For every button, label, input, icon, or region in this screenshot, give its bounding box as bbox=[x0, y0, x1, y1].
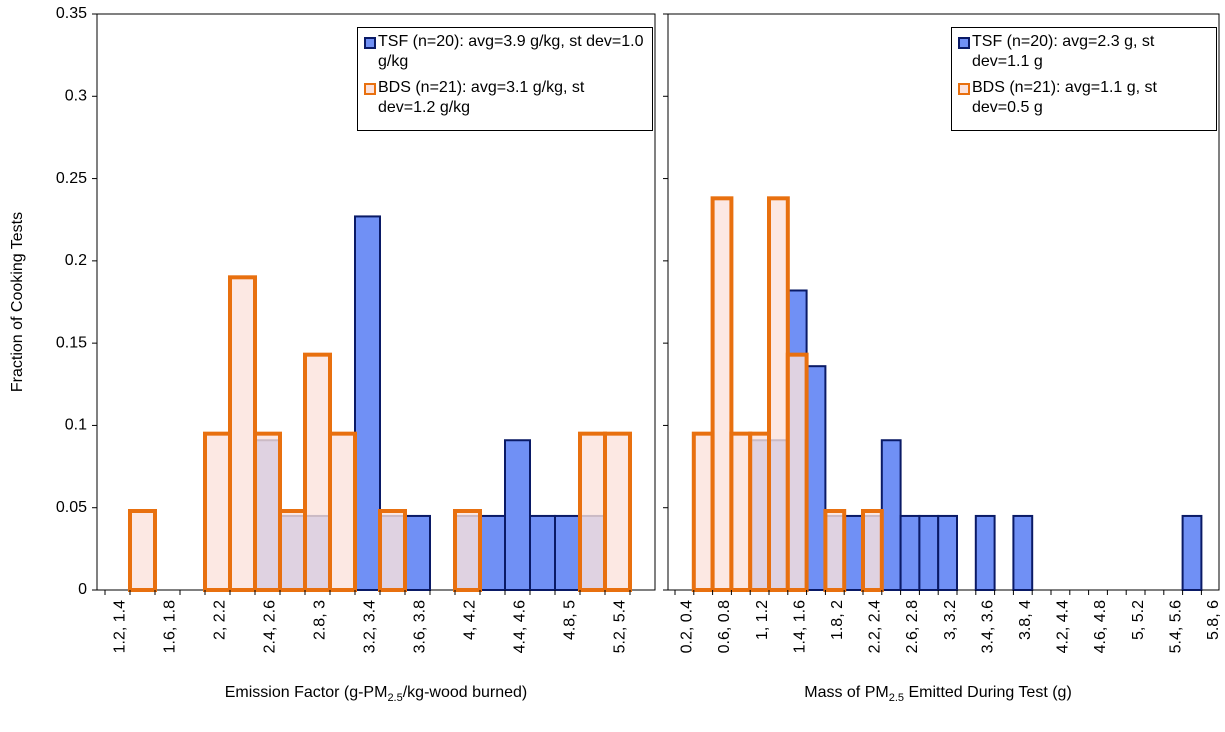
bar bbox=[843, 514, 865, 592]
bar bbox=[278, 509, 307, 592]
x-tick-label: 5.8, 6 bbox=[1205, 600, 1222, 640]
x-axis-title-part: Emitted During Test (g) bbox=[904, 684, 1072, 701]
x-tick-label: 2.6, 2.8 bbox=[904, 600, 921, 653]
legend-swatch bbox=[364, 83, 376, 95]
bar bbox=[228, 275, 257, 592]
x-tick-label: 3.4, 3.6 bbox=[979, 600, 996, 653]
x-tick-label: 0.6, 0.8 bbox=[716, 600, 733, 653]
bar bbox=[378, 509, 407, 592]
x-axis-title: Emission Factor (g-PM2.5/kg-wood burned) bbox=[225, 684, 528, 704]
x-tick-label: 2, 2.2 bbox=[212, 600, 229, 640]
bar bbox=[328, 431, 357, 592]
bar bbox=[691, 431, 715, 592]
y-tick-label: 0.15 bbox=[56, 334, 87, 351]
bar bbox=[554, 514, 581, 592]
legend-entry: BDS (n=21): avg=1.1 g, st dev=0.5 g bbox=[958, 78, 1210, 118]
bar bbox=[578, 431, 607, 592]
x-tick-label: 4.2, 4.4 bbox=[1055, 600, 1072, 653]
y-tick-label: 0.3 bbox=[65, 88, 87, 105]
y-tick-label: 0 bbox=[78, 581, 87, 598]
bar bbox=[529, 514, 556, 592]
bar bbox=[354, 215, 381, 591]
legend-label: TSF (n=20): avg=2.3 g, st dev=1.1 g bbox=[972, 33, 1155, 70]
y-axis-title: Fraction of Cooking Tests bbox=[9, 212, 26, 392]
bar bbox=[504, 439, 531, 591]
x-tick-label: 4.6, 4.8 bbox=[1092, 600, 1109, 653]
bar bbox=[767, 196, 790, 592]
bar bbox=[785, 352, 809, 593]
x-tick-label: 5, 5.2 bbox=[1130, 600, 1147, 640]
bar bbox=[253, 431, 282, 592]
bar bbox=[937, 514, 959, 592]
y-tick-label: 0.25 bbox=[56, 170, 87, 187]
legend-label: BDS (n=21): avg=1.1 g, st dev=0.5 g bbox=[972, 79, 1157, 116]
legend-label: TSF (n=20): avg=3.9 g/kg, st dev=1.0 g/k… bbox=[378, 33, 644, 70]
x-axis-title: Mass of PM2.5 Emitted During Test (g) bbox=[804, 684, 1072, 704]
bar bbox=[880, 439, 902, 591]
legend-entry: TSF (n=20): avg=2.3 g, st dev=1.1 g bbox=[958, 32, 1210, 72]
y-tick-label: 0.2 bbox=[65, 252, 87, 269]
bar bbox=[1012, 514, 1034, 592]
x-tick-label: 1, 1.2 bbox=[754, 600, 771, 640]
x-axis-title-part: 2.5 bbox=[889, 692, 904, 704]
bar bbox=[603, 431, 632, 592]
legend-entry: TSF (n=20): avg=3.9 g/kg, st dev=1.0 g/k… bbox=[364, 32, 646, 72]
x-axis-title-part: Mass of PM bbox=[804, 684, 888, 701]
x-tick-label: 4.8, 5 bbox=[562, 600, 579, 640]
bar bbox=[128, 509, 157, 592]
x-tick-label: 1.6, 1.8 bbox=[162, 600, 179, 653]
x-tick-label: 4.4, 4.6 bbox=[512, 600, 529, 653]
legend: TSF (n=20): avg=3.9 g/kg, st dev=1.0 g/k… bbox=[357, 27, 653, 131]
x-tick-label: 3.6, 3.8 bbox=[412, 600, 429, 653]
bar bbox=[823, 509, 847, 592]
x-tick-label: 0.2, 0.4 bbox=[679, 600, 696, 653]
x-axis-title-part: /kg-wood burned) bbox=[403, 684, 528, 701]
bar bbox=[805, 365, 827, 591]
x-tick-label: 4, 4.2 bbox=[462, 600, 479, 640]
x-tick-label: 3.8, 4 bbox=[1017, 600, 1034, 640]
x-axis-title-part: Emission Factor (g-PM bbox=[225, 684, 388, 701]
x-tick-label: 3.2, 3.4 bbox=[362, 600, 379, 653]
legend-swatch bbox=[364, 37, 376, 49]
bar bbox=[479, 514, 506, 592]
bar bbox=[974, 514, 996, 592]
legend: TSF (n=20): avg=2.3 g, st dev=1.1 g BDS (… bbox=[951, 27, 1217, 131]
bar bbox=[1181, 514, 1203, 592]
legend-swatch bbox=[958, 83, 970, 95]
bar bbox=[203, 431, 232, 592]
x-tick-label: 2.2, 2.4 bbox=[867, 600, 884, 653]
x-tick-label: 3, 3.2 bbox=[942, 600, 959, 640]
x-tick-label: 5.4, 5.6 bbox=[1167, 600, 1184, 653]
bar bbox=[748, 431, 772, 592]
x-tick-label: 2.4, 2.6 bbox=[262, 600, 279, 653]
bar bbox=[918, 514, 940, 592]
bar bbox=[453, 509, 482, 592]
bar bbox=[710, 196, 734, 592]
y-tick-label: 0.35 bbox=[56, 5, 87, 22]
bar bbox=[729, 431, 753, 592]
x-axis-title-part: 2.5 bbox=[387, 692, 402, 704]
legend-swatch bbox=[958, 37, 970, 49]
bar bbox=[861, 509, 884, 592]
x-tick-label: 1.8, 2 bbox=[829, 600, 846, 640]
y-tick-label: 0.05 bbox=[56, 499, 87, 516]
bar bbox=[303, 352, 332, 593]
legend-entry: BDS (n=21): avg=3.1 g/kg, st dev=1.2 g/k… bbox=[364, 78, 646, 118]
bar bbox=[899, 514, 921, 592]
x-tick-label: 1.4, 1.6 bbox=[791, 600, 808, 653]
x-tick-label: 1.2, 1.4 bbox=[112, 600, 129, 653]
bar bbox=[404, 514, 431, 592]
y-tick-label: 0.1 bbox=[65, 417, 87, 434]
legend-label: BDS (n=21): avg=3.1 g/kg, st dev=1.2 g/k… bbox=[378, 79, 585, 116]
x-tick-label: 5.2, 5.4 bbox=[612, 600, 629, 653]
x-tick-label: 2.8, 3 bbox=[312, 600, 329, 640]
